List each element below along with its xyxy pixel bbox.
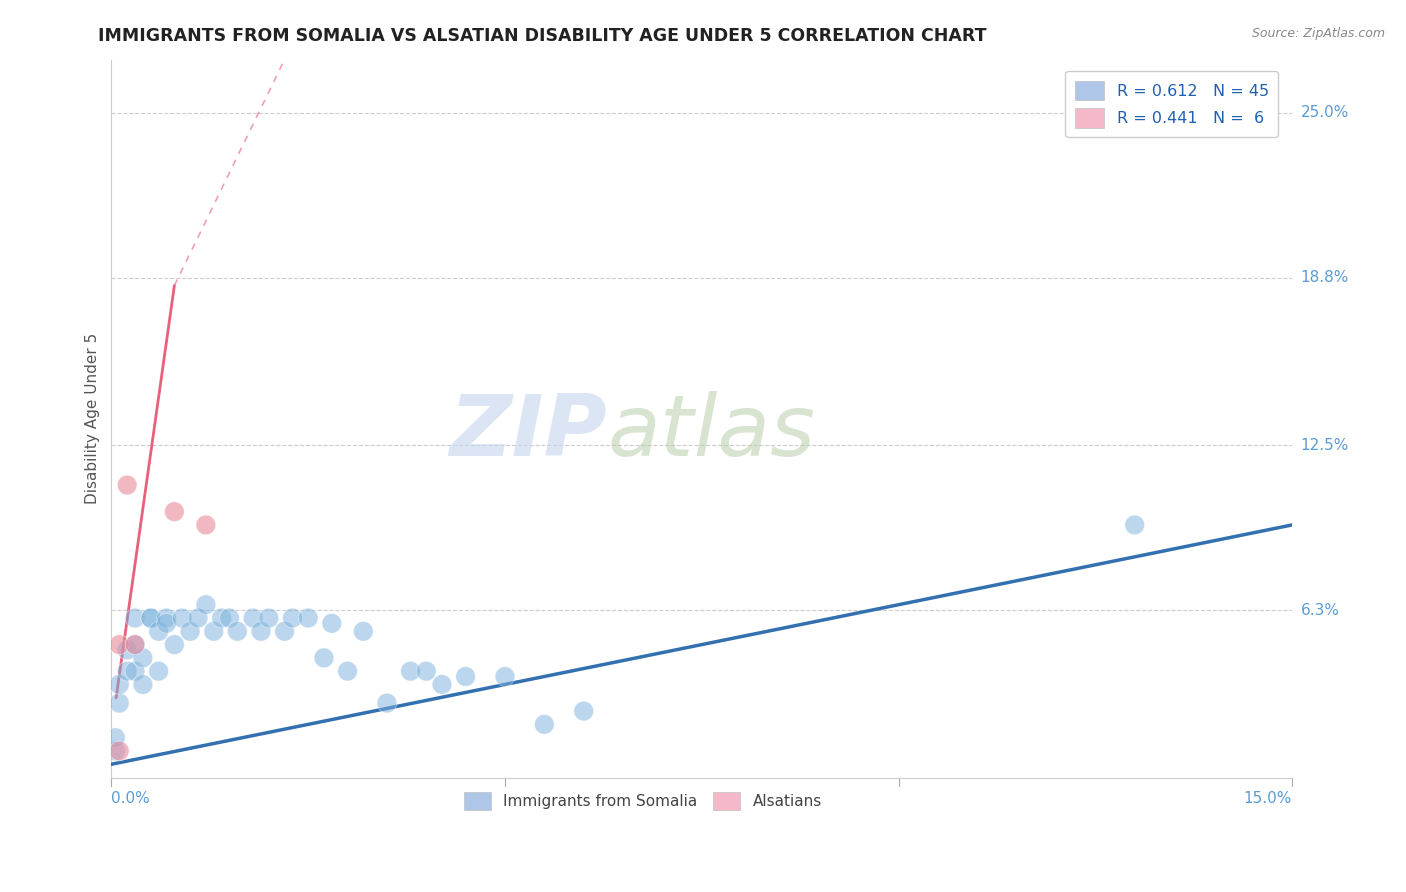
Point <box>124 638 146 652</box>
Point <box>172 611 194 625</box>
Point <box>1123 517 1146 532</box>
Point <box>312 651 335 665</box>
Point <box>375 696 398 710</box>
Legend: Immigrants from Somalia, Alsatians: Immigrants from Somalia, Alsatians <box>457 786 828 816</box>
Text: 0.0%: 0.0% <box>111 790 150 805</box>
Point <box>104 744 127 758</box>
Text: atlas: atlas <box>607 392 815 475</box>
Text: Source: ZipAtlas.com: Source: ZipAtlas.com <box>1251 27 1385 40</box>
Point <box>163 505 186 519</box>
Point <box>352 624 374 639</box>
Point <box>297 611 319 625</box>
Point <box>115 643 138 657</box>
Point <box>415 664 437 678</box>
Point <box>155 611 177 625</box>
Point <box>139 611 162 625</box>
Point <box>226 624 249 639</box>
Y-axis label: Disability Age Under 5: Disability Age Under 5 <box>86 333 100 504</box>
Point <box>533 717 555 731</box>
Point <box>108 696 131 710</box>
Point <box>115 664 138 678</box>
Point <box>273 624 295 639</box>
Point <box>321 616 343 631</box>
Point <box>108 677 131 691</box>
Point <box>257 611 280 625</box>
Point <box>124 611 146 625</box>
Text: IMMIGRANTS FROM SOMALIA VS ALSATIAN DISABILITY AGE UNDER 5 CORRELATION CHART: IMMIGRANTS FROM SOMALIA VS ALSATIAN DISA… <box>98 27 987 45</box>
Point <box>132 677 155 691</box>
Point <box>187 611 209 625</box>
Point <box>211 611 233 625</box>
Point <box>242 611 264 625</box>
Point <box>336 664 359 678</box>
Point <box>155 616 177 631</box>
Text: 25.0%: 25.0% <box>1301 105 1348 120</box>
Point <box>202 624 225 639</box>
Point <box>148 664 170 678</box>
Point <box>454 669 477 683</box>
Text: 18.8%: 18.8% <box>1301 270 1348 285</box>
Point <box>104 731 127 745</box>
Point <box>494 669 516 683</box>
Point <box>194 517 217 532</box>
Point <box>108 744 131 758</box>
Point <box>250 624 273 639</box>
Point <box>108 638 131 652</box>
Point <box>430 677 453 691</box>
Point <box>399 664 422 678</box>
Point <box>218 611 240 625</box>
Point <box>132 651 155 665</box>
Point <box>124 638 146 652</box>
Point <box>139 611 162 625</box>
Point <box>124 664 146 678</box>
Text: ZIP: ZIP <box>450 392 607 475</box>
Text: 12.5%: 12.5% <box>1301 438 1348 452</box>
Point <box>194 598 217 612</box>
Text: 6.3%: 6.3% <box>1301 602 1340 617</box>
Point <box>148 624 170 639</box>
Point <box>572 704 595 718</box>
Point <box>281 611 304 625</box>
Point <box>115 478 138 492</box>
Point <box>179 624 201 639</box>
Point <box>163 638 186 652</box>
Text: 15.0%: 15.0% <box>1244 790 1292 805</box>
